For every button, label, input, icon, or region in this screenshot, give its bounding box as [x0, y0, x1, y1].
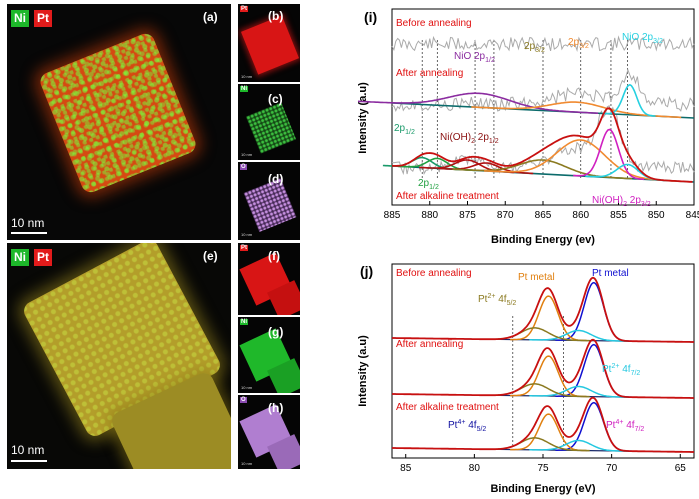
- x-tick-label-j-0: 85: [400, 463, 412, 474]
- eds-tile-d: O (d) 10 nm: [238, 162, 300, 240]
- x-tick-label-j-2: 75: [537, 463, 549, 474]
- x-tick-label-i-2: 875: [459, 210, 476, 221]
- fit-after-i-0: [357, 92, 599, 114]
- eds-tile-g: Ni (g) 10 nm: [238, 317, 300, 393]
- envelope-j-0: [392, 276, 694, 343]
- xlabel-i: Binding Energy (ev): [491, 234, 595, 246]
- fit-j-0-1: [510, 295, 587, 342]
- tile-label-pt: Pt: [240, 6, 248, 12]
- xps-ni2p-chart: Intensity (a.u) (i) 885 880 875 870 865 860 85…: [357, 8, 699, 246]
- panel-label-b: (b): [268, 9, 284, 23]
- envelope-j-1: [392, 338, 694, 399]
- x-tick-label-i-4: 865: [535, 210, 552, 221]
- nanoparticle-niPt-a: [37, 30, 199, 196]
- fit-j-1-2: [529, 385, 629, 398]
- x-tick-label-i-0: 885: [384, 210, 401, 221]
- eds-map-a: Ni Pt (a) 10 nm: [7, 4, 231, 240]
- ann-pt2-4f52: Pt2+ 4f5/2: [478, 293, 516, 307]
- x-tick-label-j-3: 70: [606, 463, 618, 474]
- ann-pt2-4f72: Pt2+ 4f7/2: [602, 363, 640, 377]
- raw-alkaline-i: [391, 105, 695, 176]
- scale-bar-a: [11, 232, 47, 234]
- eds-tile-f: Pt (f): [238, 243, 300, 315]
- x-tick-label-i-1: 880: [421, 210, 438, 221]
- cond-alkaline-j: After alkaline treatment: [396, 402, 499, 413]
- x-tick-label-j-4: 65: [675, 463, 687, 474]
- ann-2p12-left: 2p1/2: [394, 123, 415, 136]
- legend-pt-e: Pt: [34, 249, 52, 266]
- annotations-j: Before annealing After annealing After a…: [396, 268, 644, 433]
- x-tick-label-j-1: 80: [469, 463, 481, 474]
- panel-label-d: (d): [268, 172, 284, 186]
- panel-label-g: (g): [268, 325, 284, 339]
- ylabel-j: Intensity (a.u): [357, 335, 369, 407]
- ann-pt4-4f52: Pt4+ 4f5/2: [448, 419, 486, 433]
- eds-map-e: Ni Pt (e) 10 nm: [7, 243, 231, 469]
- cond-before-i: Before annealing: [396, 18, 472, 29]
- xps-pt4f-chart: Intensity (a.u) (j) 85 80 75 70 65 Before an…: [357, 263, 695, 495]
- panel-label-a: (a): [203, 10, 218, 24]
- ann-pt-metal-left: Pt metal: [518, 272, 555, 283]
- ann-2p32-a: 2p3/2: [524, 41, 545, 54]
- panel-label-j: (j): [360, 263, 373, 279]
- eds-tile-b: Pt (b) 10 nm: [238, 4, 300, 82]
- ann-2p12-low: 2p1/2: [418, 178, 439, 191]
- legend-pt: Pt: [34, 10, 52, 27]
- x-tick-label-i-7: 850: [648, 210, 665, 221]
- x-tick-label-i-3: 870: [497, 210, 514, 221]
- legend-ni-e: Ni: [11, 249, 29, 266]
- raw-after-i: [391, 68, 695, 112]
- cond-after-i: After annealing: [396, 68, 463, 79]
- tile-label-ni: Ni: [240, 86, 248, 92]
- spectra-i: [357, 35, 695, 183]
- panel-label-h: (h): [268, 401, 284, 415]
- eds-tile-h: O (h) 10 nm: [238, 395, 300, 469]
- fit-j-1-1: [510, 355, 587, 398]
- tile-label-o: O: [240, 164, 247, 170]
- x-tick-label-i-5: 860: [572, 210, 589, 221]
- ann-nio-2p12: NiO 2p1/2: [454, 51, 495, 64]
- ann-nioh-2p12: Ni(OH)2 2p1/2: [440, 132, 499, 145]
- scale-label-a: 10 nm: [11, 216, 45, 230]
- ann-2p32-b: 2p3/2: [568, 37, 589, 50]
- panel-label-f: (f): [268, 249, 280, 263]
- ann-nioh-2p32: Ni(OH)2 2p3/2: [592, 195, 651, 208]
- spectra-j: [391, 276, 695, 453]
- fit-j-2-1: [510, 413, 587, 452]
- legend-ni: Ni: [11, 10, 29, 27]
- panel-label-c: (c): [268, 92, 283, 106]
- fit-after-i-2: [602, 83, 656, 117]
- x-tick-label-i-8: 845: [686, 210, 699, 221]
- x-ticks-j: 85 80 75 70 65: [400, 454, 686, 474]
- ann-pt4-4f72: Pt4+ 4f7/2: [606, 419, 644, 433]
- eds-tile-c: Ni (c) 10 nm: [238, 84, 300, 160]
- envelope-alkaline-i: [392, 107, 693, 183]
- cond-alkaline-i: After alkaline treatment: [396, 191, 499, 202]
- scale-bar-e: [11, 460, 47, 462]
- fit-j-2-2: [529, 439, 629, 452]
- annotations-i: Before annealing After annealing After a…: [394, 18, 663, 208]
- scale-label-e: 10 nm: [11, 443, 45, 457]
- fit-alkaline-i-5: [484, 139, 676, 182]
- envelope-j-2: [392, 396, 694, 453]
- x-ticks-i: 885 880 875 870 865 860 855 850 845: [384, 201, 699, 221]
- cond-after-j: After annealing: [396, 339, 463, 350]
- ann-nio-2p32: NiO 2p3/2: [622, 32, 663, 45]
- fit-alkaline-i-6: [573, 128, 645, 181]
- ann-pt-metal-right: Pt metal: [592, 268, 629, 279]
- ylabel-i: Intensity (a.u): [357, 82, 369, 154]
- fit-j-0-2: [529, 329, 629, 342]
- panel-label-e: (e): [203, 249, 218, 263]
- x-tick-label-i-6: 855: [610, 210, 627, 221]
- xlabel-j: Binding Energy (eV): [490, 483, 595, 495]
- cond-before-j: Before annealing: [396, 268, 472, 279]
- raw-before-i: [391, 35, 695, 52]
- fit-after-i-1: [471, 101, 682, 119]
- panel-label-i: (i): [364, 9, 377, 25]
